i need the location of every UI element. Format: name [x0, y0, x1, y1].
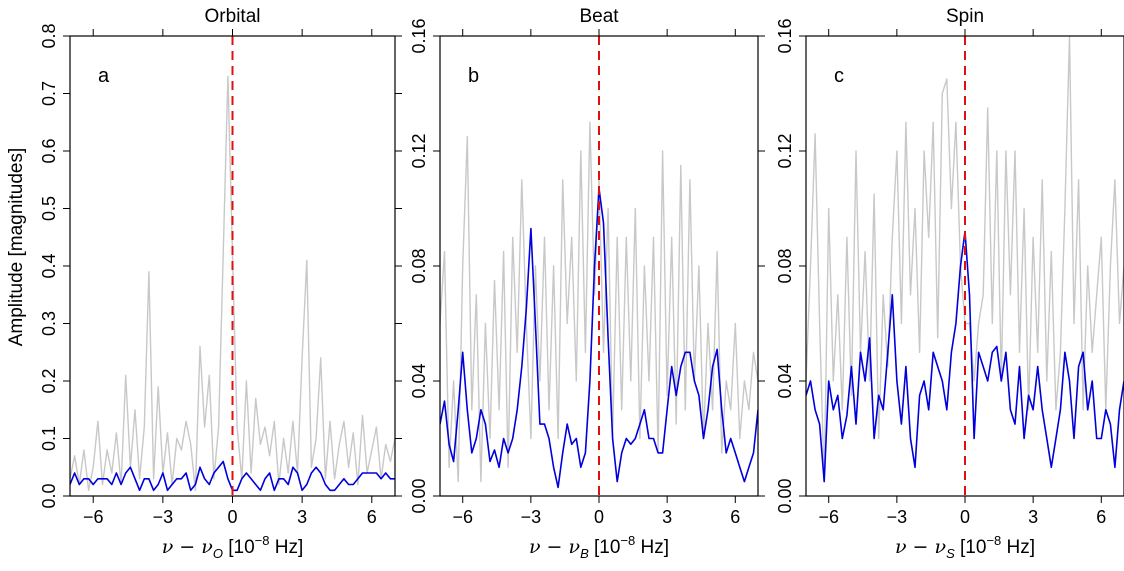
- x-tick-label: 6: [730, 507, 740, 527]
- panel-title: Orbital: [205, 6, 261, 27]
- y-tick-label: 0.12: [775, 133, 795, 168]
- y-tick-label: 0.04: [409, 363, 429, 398]
- panel-beat: −6 −3 0 3 6 0.00 0.04 0.08 0.12 0.16 Beat b ν − νB […: [409, 6, 765, 561]
- panel-letter: c: [834, 65, 844, 87]
- x-tick-label: 6: [1096, 507, 1106, 527]
- x-tick-label: −6: [452, 507, 473, 527]
- y-tick-label: 0.08: [775, 248, 795, 283]
- x-tick-label: 0: [227, 507, 237, 527]
- y-tick-label: 0.1: [39, 426, 59, 451]
- y-tick-label: 0.5: [39, 196, 59, 221]
- panel-orbital: −6 −3 0 3 6 0.0 0.1 0.2 0.3 0.4 0.5 0.6 0.7 0.8 Orbita…: [39, 6, 402, 561]
- y-tick-label: 0.00: [775, 478, 795, 513]
- x-tick-label: −3: [521, 507, 542, 527]
- x-tick-label: −3: [887, 507, 908, 527]
- x-tick-label: −6: [818, 507, 839, 527]
- y-tick-label: 0.2: [39, 368, 59, 393]
- y-tick-label: 0.16: [409, 18, 429, 53]
- plot-area: [440, 36, 758, 496]
- y-tick-label: 0.8: [39, 23, 59, 48]
- x-tick-label: 3: [297, 507, 307, 527]
- panel-spin: −6 −3 0 3 6 0.00 0.04 0.08 0.12 0.16 Spin c ν − νS […: [775, 6, 1124, 561]
- x-tick-label: 3: [662, 507, 672, 527]
- x-tick-label: 0: [960, 507, 970, 527]
- panel-letter: a: [98, 65, 110, 87]
- y-tick-label: 0.04: [775, 363, 795, 398]
- x-axis-label: ν − νS [10−8 Hz]: [895, 533, 1035, 561]
- y-axis-label: Amplitude [magnitudes]: [6, 148, 27, 347]
- y-tick-label: 0.4: [39, 253, 59, 278]
- y-tick-label: 0.6: [39, 138, 59, 163]
- plot-area: [806, 36, 1124, 496]
- y-tick-label: 0.00: [409, 478, 429, 513]
- x-tick-label: −3: [153, 507, 174, 527]
- x-tick-label: −6: [83, 507, 104, 527]
- y-tick-label: 0.3: [39, 311, 59, 336]
- y-tick-label: 0.08: [409, 248, 429, 283]
- panel-letter: b: [468, 65, 479, 87]
- x-tick-label: 3: [1028, 507, 1038, 527]
- x-tick-label: 6: [367, 507, 377, 527]
- panel-title: Beat: [579, 6, 619, 27]
- y-tick-label: 0.0: [39, 483, 59, 508]
- panel-title: Spin: [946, 6, 984, 27]
- y-tick-label: 0.7: [39, 81, 59, 106]
- x-axis-label: ν − νO [10−8 Hz]: [162, 533, 304, 561]
- x-axis-label: ν − νB [10−8 Hz]: [529, 533, 669, 561]
- y-tick-label: 0.16: [775, 18, 795, 53]
- y-tick-label: 0.12: [409, 133, 429, 168]
- x-tick-label: 0: [594, 507, 604, 527]
- plot-area: [70, 36, 395, 496]
